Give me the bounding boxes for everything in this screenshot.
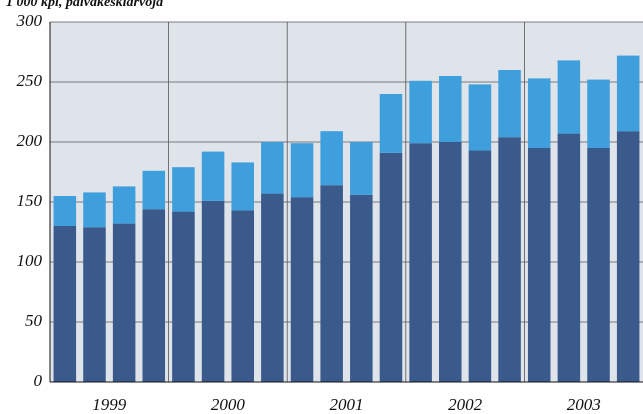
bar-segment: [616, 55, 640, 132]
bar-segment: [468, 150, 492, 382]
y-tick-label: 50: [25, 311, 43, 330]
x-group-label: 2002: [448, 395, 483, 414]
bar-segment: [557, 60, 581, 134]
bar-segment: [201, 151, 225, 201]
bar-segment: [172, 167, 195, 212]
bar-segment: [231, 162, 254, 211]
bar-segment: [557, 133, 581, 382]
bar-segment: [527, 78, 551, 148]
bar-segment: [409, 80, 432, 144]
y-tick-label: 300: [16, 11, 43, 30]
bar-segment: [142, 170, 166, 210]
bar-segment: [261, 142, 284, 194]
bar-segment: [83, 192, 106, 228]
bar-segment: [350, 194, 373, 382]
y-tick-label: 100: [17, 251, 43, 270]
y-tick-label: 250: [17, 71, 43, 90]
bar-segment: [172, 211, 195, 382]
bar-segment: [498, 70, 521, 138]
bar-segment: [83, 227, 106, 382]
y-tick-label: 200: [17, 131, 43, 150]
chart-subtitle: 1 000 kpl, päiväkeskiarvoja: [6, 0, 163, 10]
bar-segment: [587, 79, 610, 148]
x-group-label: 2000: [211, 395, 246, 414]
x-group-label: 1999: [92, 395, 127, 414]
x-group-label: 2001: [330, 395, 364, 414]
y-tick-label: 150: [17, 191, 43, 210]
y-tick-label: 0: [34, 371, 43, 390]
bar-segment: [409, 143, 432, 382]
bar-segment: [587, 148, 610, 382]
bar-segment: [527, 148, 551, 382]
bar-segment: [53, 196, 77, 226]
bar-segment: [439, 76, 462, 142]
x-group-label: 2003: [567, 395, 601, 414]
bar-segment: [616, 131, 640, 382]
bar-segment: [439, 142, 462, 382]
bar-segment: [320, 185, 343, 382]
bar-segment: [379, 94, 403, 153]
bar-segment: [201, 200, 225, 382]
bar-segment: [290, 143, 314, 198]
bar-segment: [53, 226, 77, 382]
bar-segment: [498, 137, 521, 382]
bar-segment: [142, 209, 166, 382]
bar-segment: [320, 131, 343, 186]
bar-segment: [112, 186, 136, 224]
bar-segment: [112, 223, 136, 382]
bar-segment: [468, 84, 492, 151]
bar-segment: [261, 193, 284, 382]
bar-segment: [231, 210, 254, 382]
bar-segment: [290, 197, 314, 382]
bar-segment: [379, 152, 403, 382]
bar-segment: [350, 142, 373, 195]
